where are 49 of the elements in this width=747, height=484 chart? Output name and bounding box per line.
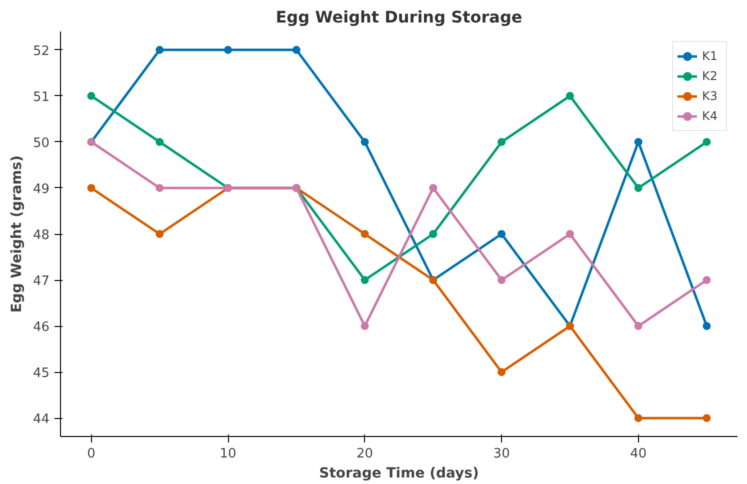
point — [292, 46, 300, 54]
point — [702, 414, 711, 422]
y-tick-label: 46 — [32, 320, 50, 336]
legend-label: K2 — [702, 69, 719, 83]
point — [360, 276, 369, 284]
point — [156, 184, 164, 192]
y-tick-label: 45 — [32, 366, 50, 382]
point — [702, 138, 711, 146]
point — [498, 368, 506, 376]
point — [156, 46, 164, 54]
point — [634, 322, 642, 330]
point — [429, 230, 438, 238]
legend-label: K4 — [702, 109, 719, 123]
point — [360, 230, 369, 238]
x-tick-label: 30 — [493, 446, 510, 462]
y-tick-label: 50 — [32, 136, 50, 151]
point — [87, 184, 96, 192]
legend-label: K1 — [702, 49, 719, 63]
y-tick-label: 51 — [32, 90, 50, 105]
y-tick-label: 47 — [32, 274, 50, 290]
point — [429, 184, 438, 192]
y-tick-label: 44 — [32, 412, 50, 428]
point — [87, 92, 96, 100]
point — [224, 46, 232, 54]
point — [156, 230, 164, 238]
point — [566, 230, 574, 238]
y-tick-label: 48 — [32, 228, 50, 243]
point — [156, 138, 164, 146]
x-tick-label: 10 — [220, 446, 236, 462]
point — [498, 276, 506, 284]
chart-title: Egg Weight During Storage — [276, 8, 522, 26]
point — [566, 92, 574, 100]
point — [634, 184, 642, 192]
x-tick-label: 20 — [356, 446, 374, 462]
point — [702, 276, 711, 284]
point — [702, 322, 711, 330]
x-tick-label: 40 — [630, 446, 647, 462]
x-axis-title: Storage Time (days) — [319, 466, 479, 482]
x-tick-label: 0 — [87, 446, 96, 462]
point — [634, 414, 642, 422]
y-axis-title: Egg Weight (grams) — [8, 155, 25, 313]
point — [360, 138, 369, 146]
y-tick-label: 49 — [32, 182, 50, 197]
point — [360, 322, 369, 330]
point — [498, 138, 506, 146]
point — [498, 230, 506, 238]
point — [634, 138, 642, 146]
legend-label: K3 — [702, 89, 719, 103]
y-tick-label: 52 — [32, 44, 50, 59]
